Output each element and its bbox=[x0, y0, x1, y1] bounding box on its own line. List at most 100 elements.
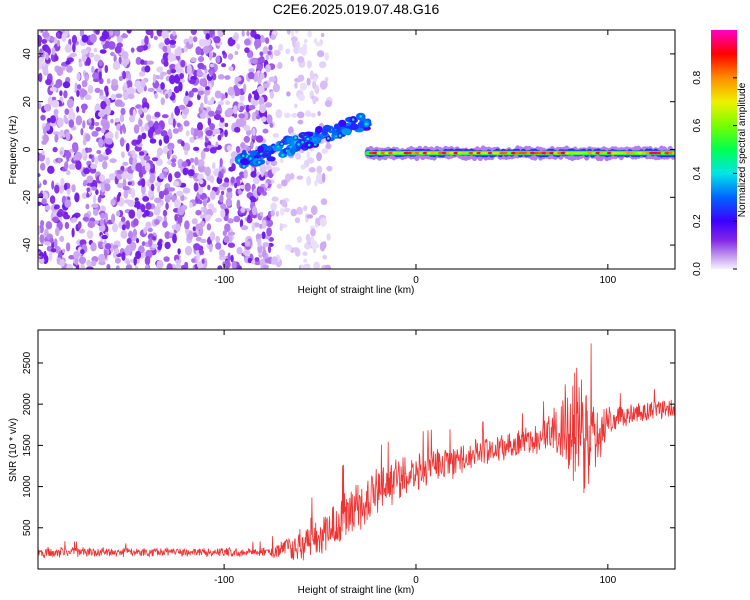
heatmap-cell bbox=[38, 225, 41, 236]
heatmap-cell bbox=[319, 217, 327, 227]
heatmap-cell bbox=[262, 128, 269, 134]
heatmap-cell bbox=[136, 45, 144, 53]
heatmap-cell bbox=[119, 114, 125, 123]
colorbar-tick-label: 0.4 bbox=[692, 166, 703, 180]
heatmap-cell bbox=[234, 51, 239, 55]
heatmap-cell bbox=[160, 82, 165, 90]
heatmap-cell bbox=[81, 192, 88, 199]
heatmap-cell bbox=[185, 130, 190, 137]
x-tick-label: 100 bbox=[600, 575, 617, 586]
heatmap-cell bbox=[208, 203, 214, 210]
heatmap-cell bbox=[47, 96, 53, 107]
heatmap-cell bbox=[214, 110, 221, 115]
heatmap-cell bbox=[59, 259, 65, 267]
heatmap-cell bbox=[228, 66, 234, 72]
heatmap-cell bbox=[88, 125, 94, 130]
heatmap-cell bbox=[153, 120, 159, 130]
heatmap-cell bbox=[338, 119, 347, 127]
heatmap-cell bbox=[197, 129, 204, 138]
heatmap-cell bbox=[672, 151, 675, 155]
heatmap-cell bbox=[233, 113, 238, 118]
heatmap-cell bbox=[138, 107, 143, 115]
heatmap-cell bbox=[141, 184, 146, 195]
heatmap-cell bbox=[116, 35, 123, 44]
heatmap-cell bbox=[204, 37, 211, 46]
heatmap-cell bbox=[40, 30, 44, 33]
heatmap-cell bbox=[185, 229, 190, 235]
heatmap-cell bbox=[234, 76, 242, 82]
heatmap-cell bbox=[286, 91, 291, 97]
heatmap-cell bbox=[73, 251, 80, 259]
heatmap-cell bbox=[265, 164, 272, 171]
heatmap-cell bbox=[237, 265, 242, 269]
heatmap-cell bbox=[219, 157, 223, 168]
heatmap-cell bbox=[63, 214, 71, 220]
heatmap-cell bbox=[263, 83, 270, 89]
heatmap-cell bbox=[77, 84, 82, 90]
heatmap-cell bbox=[251, 111, 257, 122]
heatmap-cell bbox=[145, 202, 152, 210]
heatmap-cell bbox=[247, 214, 251, 220]
heatmap-cell bbox=[262, 46, 269, 55]
heatmap-cell bbox=[106, 131, 114, 141]
heatmap-cell bbox=[257, 77, 262, 85]
heatmap-cell bbox=[314, 84, 320, 95]
heatmap-cell bbox=[285, 48, 291, 55]
heatmap-cell bbox=[173, 74, 181, 84]
heatmap-cell bbox=[95, 189, 99, 196]
heatmap-cell bbox=[196, 251, 200, 262]
heatmap-cell bbox=[227, 242, 235, 248]
heatmap-cell bbox=[93, 54, 101, 62]
y-tick-label: -20 bbox=[22, 190, 33, 205]
heatmap-cell bbox=[49, 237, 54, 244]
heatmap-cell bbox=[267, 245, 272, 254]
heatmap-cell bbox=[198, 186, 204, 195]
heatmap-cell bbox=[162, 220, 168, 228]
heatmap-cell bbox=[261, 219, 267, 229]
heatmap-cell bbox=[313, 261, 320, 269]
heatmap-cell bbox=[226, 145, 232, 152]
heatmap-cell bbox=[324, 52, 330, 61]
heatmap-cell bbox=[289, 172, 295, 180]
heatmap-cell bbox=[203, 147, 210, 152]
heatmap-cell bbox=[153, 206, 161, 216]
heatmap-cell bbox=[198, 56, 204, 63]
heatmap-cell bbox=[72, 143, 79, 153]
heatmap-cell bbox=[224, 177, 230, 184]
heatmap-cell bbox=[43, 250, 47, 261]
heatmap-cell bbox=[176, 122, 181, 128]
heatmap-cell bbox=[279, 222, 283, 232]
heatmap-cell bbox=[78, 58, 82, 63]
heatmap-cell bbox=[227, 86, 235, 96]
heatmap-cell bbox=[52, 216, 59, 223]
heatmap-cell bbox=[209, 231, 216, 241]
heatmap-cell bbox=[290, 36, 298, 42]
heatmap-cell bbox=[82, 216, 90, 222]
heatmap-cell bbox=[45, 157, 51, 166]
heatmap-cell bbox=[146, 60, 154, 65]
heatmap-cell bbox=[239, 219, 244, 228]
heatmap-cell bbox=[142, 196, 150, 202]
heatmap-cell bbox=[84, 94, 92, 101]
heatmap-cell bbox=[227, 252, 231, 262]
heatmap-cell bbox=[97, 196, 102, 203]
heatmap-cell bbox=[236, 178, 241, 187]
heatmap-cell bbox=[78, 256, 87, 265]
colorbar-tick-label: 0.6 bbox=[692, 118, 703, 132]
heatmap-cell bbox=[168, 39, 177, 45]
heatmap-cell bbox=[38, 180, 41, 185]
heatmap-cell bbox=[217, 265, 223, 269]
heatmap-cell bbox=[59, 90, 63, 97]
heatmap-cell bbox=[319, 61, 327, 69]
heatmap-cell bbox=[187, 169, 195, 177]
heatmap-cell bbox=[87, 220, 96, 229]
heatmap-cell bbox=[90, 163, 98, 169]
heatmap-cell bbox=[321, 148, 329, 155]
heatmap-cell bbox=[255, 135, 264, 143]
y-tick-label: 1500 bbox=[22, 434, 33, 457]
heatmap-cell bbox=[272, 133, 280, 138]
heatmap-cell bbox=[307, 143, 311, 147]
heatmap-cell bbox=[313, 38, 318, 44]
x-tick-label: 0 bbox=[413, 575, 419, 586]
heatmap-cell bbox=[86, 187, 91, 193]
